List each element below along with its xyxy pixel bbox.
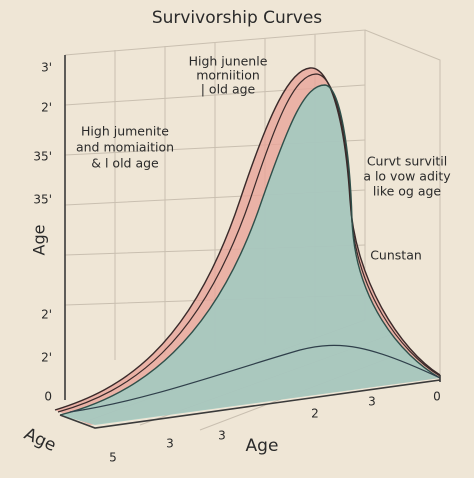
curves <box>54 67 441 425</box>
y-ticks: 3' 2' 35' 35' 2' 2' 0 <box>33 61 52 404</box>
curve-area <box>60 85 440 425</box>
x-tick-label: 3 <box>368 395 376 409</box>
annotation: High jumenite <box>81 124 169 139</box>
annotation: | old age <box>201 82 256 97</box>
axes <box>59 55 441 429</box>
y-tick-label: 2' <box>41 101 52 115</box>
annotation: Cunstan <box>370 248 422 263</box>
y-tick-label: 2' <box>41 308 52 322</box>
x-tick-label: 3 <box>166 437 174 451</box>
annotation: a lo vow adity <box>363 169 451 184</box>
x-tick-label: 2 <box>311 407 319 421</box>
annotation: High junenle <box>189 54 268 69</box>
y-axis-label: Age <box>30 225 49 256</box>
curve-line <box>54 67 441 411</box>
curve-line <box>59 84 441 416</box>
chart-title: Survivorship Curves <box>152 8 322 28</box>
y-tick-label: 35' <box>33 193 52 207</box>
curve-line <box>69 344 441 413</box>
y-tick-label: 0 <box>44 390 52 404</box>
annotation: & l old age <box>91 156 159 171</box>
annotation: like og age <box>373 184 442 199</box>
curve-line <box>57 73 441 413</box>
x-tick-label: 5 <box>109 451 117 465</box>
annotation: Curvt survitil <box>367 154 447 169</box>
x-tick-label: 3 <box>218 429 226 443</box>
y-tick-label: 35' <box>33 150 52 164</box>
x-ticks: 5 3 3 2 3 0 <box>109 390 441 465</box>
y-tick-label: 2' <box>41 351 52 365</box>
x-axis-label: Age <box>246 436 279 456</box>
x-tick-label: 0 <box>433 390 441 404</box>
y-tick-label: 3' <box>41 61 52 75</box>
annotation: and momiaition <box>76 140 174 155</box>
annotation: morniition <box>196 68 260 83</box>
